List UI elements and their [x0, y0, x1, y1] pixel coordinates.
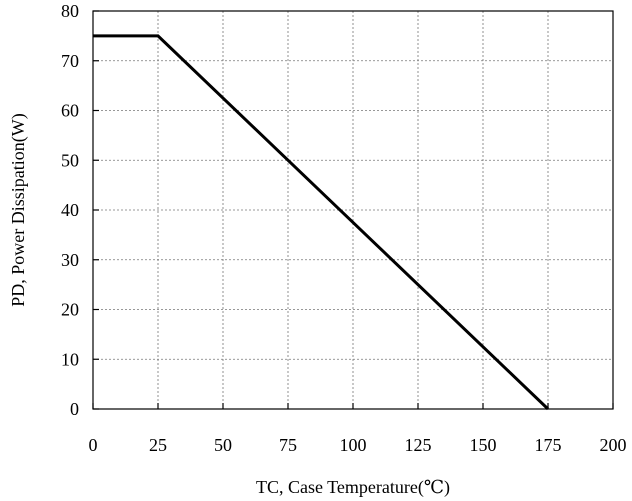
- y-tick-label: 50: [61, 150, 79, 170]
- grid: [93, 11, 613, 409]
- x-tick-label: 150: [470, 435, 497, 455]
- y-tick-label: 0: [70, 399, 79, 419]
- y-tick-label: 60: [61, 101, 79, 121]
- y-tick-label: 10: [61, 349, 79, 369]
- y-tick-label: 30: [61, 250, 79, 270]
- x-tick-label: 125: [405, 435, 432, 455]
- x-tick-label: 200: [600, 435, 627, 455]
- ticks: [92, 10, 614, 410]
- tick-labels: 0 25 50 75 100 125 150 175 200 0 10 20 30 40 50 60 70 80: [61, 1, 627, 455]
- x-tick-label: 25: [149, 435, 167, 455]
- series-line: [93, 34, 550, 411]
- y-tick-label: 40: [61, 200, 79, 220]
- series: [93, 34, 550, 411]
- x-tick-label: 50: [214, 435, 232, 455]
- y-tick-label: 20: [61, 300, 79, 320]
- y-axis-title: PD, Power Dissipation(W): [8, 113, 29, 306]
- x-tick-label: 75: [279, 435, 297, 455]
- x-tick-label: 0: [89, 435, 98, 455]
- x-tick-label: 175: [535, 435, 562, 455]
- y-tick-label: 70: [61, 51, 79, 71]
- y-tick-label: 80: [61, 1, 79, 21]
- x-axis-title: TC, Case Temperature(℃): [256, 477, 450, 498]
- x-tick-label: 100: [340, 435, 367, 455]
